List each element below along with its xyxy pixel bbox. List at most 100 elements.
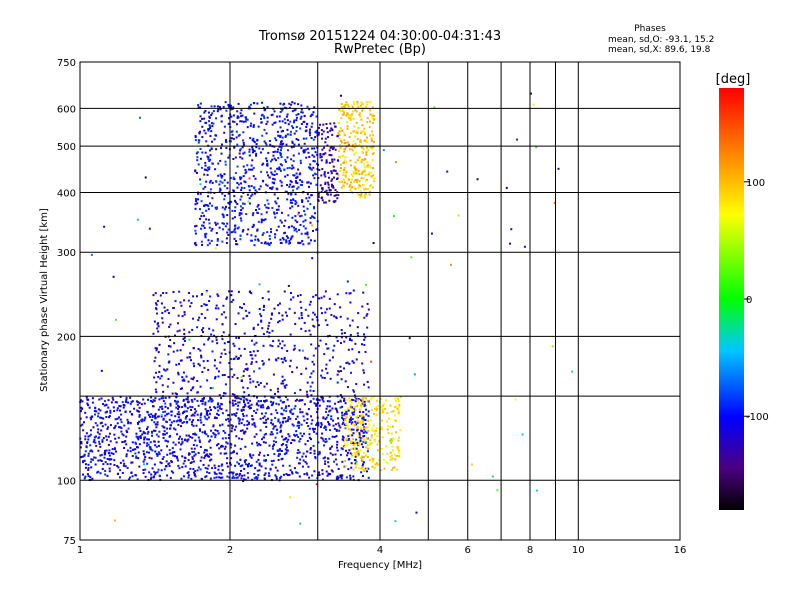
- data-point: [201, 117, 204, 120]
- data-point: [200, 305, 203, 308]
- data-point: [295, 119, 298, 122]
- data-point: [254, 467, 257, 470]
- data-point: [363, 343, 366, 346]
- data-point: [323, 295, 326, 298]
- data-point: [305, 421, 308, 424]
- data-point: [279, 453, 282, 456]
- data-point: [223, 131, 226, 134]
- data-point: [252, 140, 255, 143]
- data-point: [295, 201, 298, 204]
- data-point: [233, 428, 236, 431]
- data-point: [194, 225, 197, 228]
- data-point: [249, 351, 252, 354]
- data-point: [236, 473, 239, 476]
- data-point: [295, 433, 298, 436]
- data-point: [197, 106, 200, 109]
- data-point: [199, 445, 202, 448]
- data-point: [309, 182, 312, 185]
- data-point: [227, 433, 230, 436]
- data-point: [286, 174, 289, 177]
- data-point: [210, 229, 213, 232]
- data-point: [157, 351, 160, 354]
- data-point: [233, 120, 236, 123]
- data-point: [391, 445, 394, 448]
- data-point: [177, 416, 180, 419]
- data-point: [208, 455, 211, 458]
- data-point: [127, 421, 130, 424]
- data-point: [251, 214, 254, 217]
- data-point: [300, 312, 303, 315]
- data-point: [239, 205, 242, 208]
- data-point: [353, 103, 356, 106]
- data-point: [240, 195, 243, 198]
- data-point: [264, 478, 267, 481]
- data-point: [168, 418, 171, 421]
- data-point: [333, 344, 336, 347]
- data-point: [227, 436, 230, 439]
- data-point: [84, 475, 87, 478]
- data-point: [293, 174, 296, 177]
- data-point: [282, 438, 285, 441]
- data-point: [304, 219, 307, 222]
- x-tick-label: 2: [227, 545, 233, 556]
- data-point: [251, 226, 254, 229]
- data-point: [327, 186, 330, 189]
- data-point: [345, 437, 348, 440]
- data-point: [109, 424, 112, 427]
- data-point: [326, 405, 329, 408]
- data-point: [87, 404, 90, 407]
- data-point: [362, 369, 365, 372]
- data-point: [188, 331, 191, 334]
- data-point: [164, 439, 167, 442]
- data-point: [338, 429, 341, 432]
- data-point: [163, 433, 166, 436]
- data-point: [198, 316, 201, 319]
- data-point: [260, 404, 263, 407]
- data-point: [190, 302, 193, 305]
- data-point: [398, 449, 401, 452]
- data-point: [252, 175, 255, 178]
- data-point: [389, 439, 392, 442]
- data-point: [272, 459, 275, 462]
- data-point: [209, 149, 212, 152]
- data-point: [324, 152, 327, 155]
- data-point: [350, 430, 353, 433]
- data-point: [159, 377, 162, 380]
- data-point: [353, 125, 356, 128]
- data-point: [248, 202, 251, 205]
- data-point: [271, 402, 274, 405]
- data-point: [215, 304, 218, 307]
- data-point: [251, 414, 254, 417]
- data-point: [220, 152, 223, 155]
- data-point: [351, 104, 354, 107]
- data-point: [161, 317, 164, 320]
- data-point: [245, 398, 248, 401]
- data-point: [330, 469, 333, 472]
- data-point: [284, 231, 287, 234]
- data-point: [282, 401, 285, 404]
- data-point: [293, 311, 296, 314]
- data-point: [250, 456, 253, 459]
- data-point: [206, 155, 209, 158]
- data-point: [309, 167, 312, 170]
- data-point: [357, 452, 360, 455]
- data-point: [346, 454, 349, 457]
- data-point: [173, 342, 176, 345]
- data-point: [105, 435, 108, 438]
- data-point: [286, 156, 289, 159]
- data-point: [294, 434, 297, 437]
- data-point: [125, 396, 128, 399]
- data-point: [178, 329, 181, 332]
- data-point: [350, 462, 353, 465]
- data-point: [208, 120, 211, 123]
- data-point: [274, 436, 277, 439]
- data-point: [87, 467, 90, 470]
- data-point: [196, 469, 199, 472]
- data-point: [139, 436, 142, 439]
- data-point: [155, 349, 158, 352]
- data-point: [227, 376, 230, 379]
- data-point: [329, 448, 332, 451]
- data-point: [225, 418, 228, 421]
- data-point: [331, 356, 334, 359]
- data-point: [318, 168, 321, 171]
